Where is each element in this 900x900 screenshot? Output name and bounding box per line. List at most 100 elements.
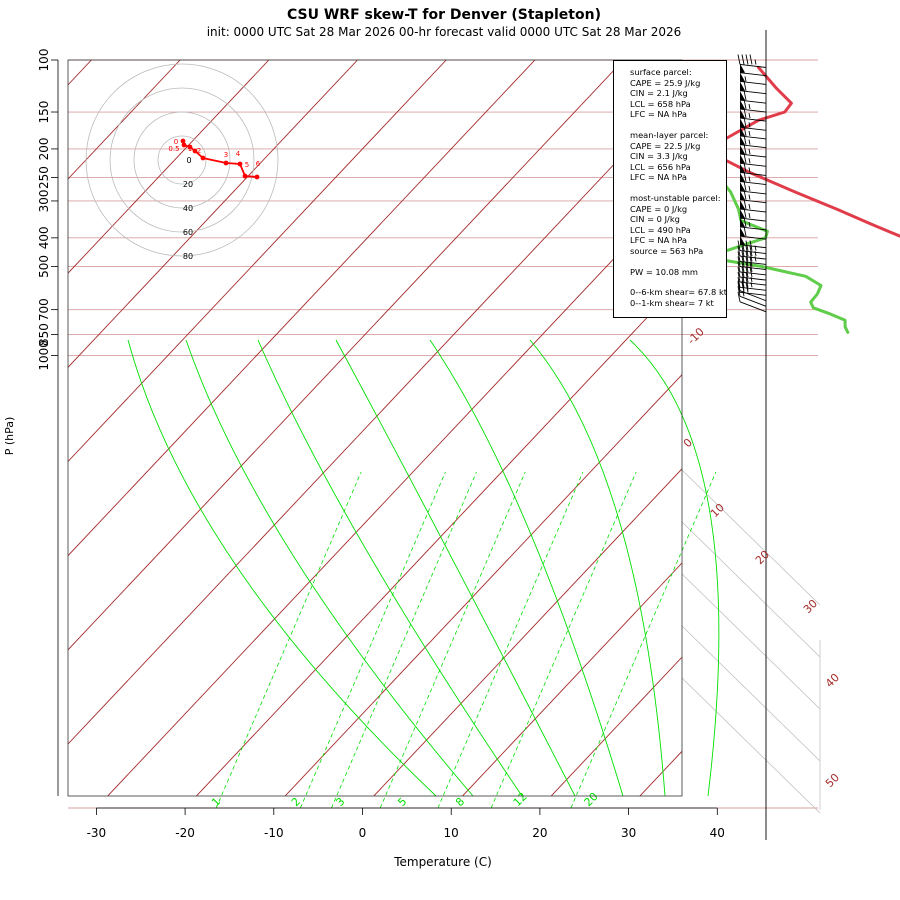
barb-feather xyxy=(745,256,749,267)
barb-feather xyxy=(743,80,747,91)
mixing-ratio-label: 5 xyxy=(395,795,409,809)
chart-subtitle: init: 0000 UTC Sat 28 Mar 2026 00-hr for… xyxy=(206,25,682,39)
wind-barb xyxy=(739,235,767,249)
y-tick-label: 100 xyxy=(37,49,51,72)
isotherm-line xyxy=(550,656,682,796)
plot-frame xyxy=(67,59,683,797)
barb-feather xyxy=(749,256,753,267)
isotherm-label: 20 xyxy=(753,548,772,567)
wind-barb xyxy=(739,63,767,77)
barb-staff xyxy=(739,266,767,270)
info-line: CIN = 0 J/kg xyxy=(630,214,680,225)
barb-feather xyxy=(741,280,745,291)
isotherm-line xyxy=(68,60,624,651)
y-tick-label: 150 xyxy=(37,101,51,124)
y-tick-label: 300 xyxy=(37,189,51,212)
barb-flag xyxy=(740,154,745,164)
isotherm-line xyxy=(68,60,358,368)
isotherm-line xyxy=(68,60,447,463)
wind-barb xyxy=(737,286,767,307)
barb-half-feather xyxy=(748,122,751,128)
barb-feather xyxy=(741,261,745,273)
barb-feather xyxy=(737,280,741,291)
moist-adiabat xyxy=(257,339,523,797)
wind-barb xyxy=(737,267,767,281)
hodograph-point xyxy=(242,173,248,179)
wind-barb xyxy=(737,251,767,265)
barb-feather xyxy=(743,162,747,173)
barb-feather xyxy=(737,240,741,251)
barb-half-feather xyxy=(748,130,751,137)
info-line: CIN = 3.3 J/kg xyxy=(630,151,688,162)
barb-half-feather xyxy=(748,176,751,182)
moist-adiabat xyxy=(629,339,720,797)
hodograph-point-label: 0 xyxy=(174,138,178,146)
hodograph-ring xyxy=(109,87,255,233)
barb-half-feather xyxy=(754,245,757,251)
barb-staff xyxy=(739,271,767,276)
isotherm-line xyxy=(68,60,270,274)
barb-half-feather xyxy=(748,212,751,219)
x-tick-label: 20 xyxy=(532,826,547,840)
wind-barb xyxy=(737,291,767,313)
wind-barb xyxy=(737,280,767,302)
wind-barb xyxy=(737,271,767,286)
barb-feather xyxy=(741,240,745,251)
barb-flag xyxy=(740,135,745,145)
info-line: LCL = 658 hPa xyxy=(630,98,691,109)
barb-feather xyxy=(743,216,747,227)
wind-barb xyxy=(737,256,767,270)
parcel-info-box: surface parcel: CAPE = 25.9 J/kg CIN = 2… xyxy=(613,60,727,318)
barb-feather xyxy=(745,271,749,283)
barb-half-feather xyxy=(748,185,751,191)
barb-feather xyxy=(737,291,741,302)
barb-half-feather xyxy=(742,291,745,297)
hodograph-point-label: 5 xyxy=(245,161,249,169)
barb-half-feather xyxy=(748,148,751,155)
info-line: most-unstable parcel: xyxy=(630,192,721,203)
axes: -30 -20 -10 0 10 20 30 401001502002503004005007… xyxy=(37,49,725,840)
mixing-ratio-label: 8 xyxy=(453,795,467,809)
mixing-ratio-lines: 1 2 3 5 8 12 20 xyxy=(127,339,720,809)
barb-flag xyxy=(740,235,745,245)
isotherm-line xyxy=(107,185,682,796)
precipitable-water-group: PW = 10.08 mm xyxy=(630,267,726,278)
x-tick-label: -30 xyxy=(87,826,107,840)
barb-flag xyxy=(740,199,745,209)
barb-feather xyxy=(743,198,747,210)
barb-staff xyxy=(739,235,767,240)
hodograph-point xyxy=(181,142,187,148)
barb-feather xyxy=(741,54,745,65)
barb-feather xyxy=(749,54,753,65)
barb-half-feather xyxy=(744,76,747,82)
isotherm-line xyxy=(461,562,682,796)
barb-feather xyxy=(741,277,745,288)
barb-feather xyxy=(743,108,747,119)
barb-flag xyxy=(740,100,745,110)
barb-feather xyxy=(741,251,745,262)
hodograph-point-label: 3 xyxy=(224,151,228,159)
hodograph-point-label: 6 xyxy=(256,160,261,168)
barb-feather xyxy=(743,98,747,110)
barb-staff xyxy=(739,255,767,260)
info-line: LFC = NA hPa xyxy=(630,172,687,183)
wind-barb xyxy=(737,245,767,260)
barb-feather xyxy=(743,90,747,101)
barb-half-feather xyxy=(754,250,757,257)
barb-staff xyxy=(739,260,767,265)
mixing-ratio-line xyxy=(379,471,526,809)
isotherm-extension xyxy=(681,677,821,814)
barb-feather xyxy=(745,240,749,251)
hodograph-ring-label: 60 xyxy=(183,228,193,237)
barb-feather xyxy=(745,54,749,65)
wind-barb xyxy=(737,240,767,254)
barb-feather xyxy=(745,261,749,273)
barb-staff xyxy=(739,281,767,286)
x-tick-label: 0 xyxy=(359,826,367,840)
barb-half-feather xyxy=(754,59,757,65)
x-tick-label: -10 xyxy=(264,826,284,840)
barb-feather xyxy=(737,267,741,278)
mean-layer-parcel-group: mean-layer parcel: CAPE = 22.5 J/kg CIN … xyxy=(630,130,726,183)
isotherm-extension xyxy=(681,469,821,606)
